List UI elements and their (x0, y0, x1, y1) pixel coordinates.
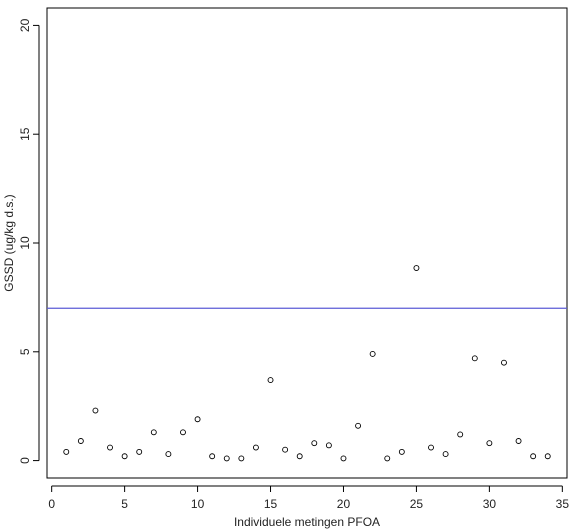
point (325, 442, 332, 449)
point (544, 453, 551, 460)
y-axis-label: GSSD (ug/kg d.s.) (2, 194, 16, 291)
point (384, 455, 391, 462)
point (530, 453, 537, 460)
point (340, 455, 347, 462)
x-tick-label: 30 (483, 497, 497, 511)
point (252, 444, 259, 451)
x-tick-label: 20 (337, 497, 351, 511)
y-tick-label: 0 (18, 457, 32, 464)
point (413, 265, 420, 271)
point (92, 407, 99, 414)
point (238, 455, 245, 462)
point (180, 429, 186, 436)
point (398, 448, 405, 455)
point (515, 438, 522, 444)
point (296, 453, 303, 460)
y-tick-label: 20 (18, 18, 32, 32)
point (165, 451, 172, 458)
point (63, 448, 70, 455)
point (267, 377, 274, 384)
point (136, 448, 143, 455)
point (457, 431, 464, 438)
point (471, 355, 478, 362)
x-tick-label: 15 (264, 497, 278, 511)
point (486, 440, 493, 447)
x-tick-label: 5 (121, 497, 128, 511)
x-tick-label: 35 (556, 497, 570, 511)
point (209, 453, 216, 460)
point (150, 429, 157, 436)
y-tick-label: 10 (18, 236, 32, 250)
plot-frame (46, 7, 568, 479)
point (501, 359, 507, 366)
y-tick-label: 15 (18, 127, 32, 141)
point (442, 451, 449, 458)
point (121, 453, 128, 460)
point (282, 446, 289, 453)
point (77, 438, 84, 444)
point (355, 422, 362, 429)
point (369, 351, 376, 357)
y-tick-label: 5 (18, 348, 32, 355)
point (311, 440, 318, 447)
point (194, 416, 201, 423)
x-tick-label: 0 (48, 497, 55, 511)
point (107, 444, 113, 451)
x-tick-label: 25 (410, 497, 424, 511)
point (428, 444, 434, 451)
point (223, 455, 230, 462)
x-axis-label: Individuele metingen PFOA (234, 515, 380, 529)
x-tick-label: 10 (191, 497, 205, 511)
